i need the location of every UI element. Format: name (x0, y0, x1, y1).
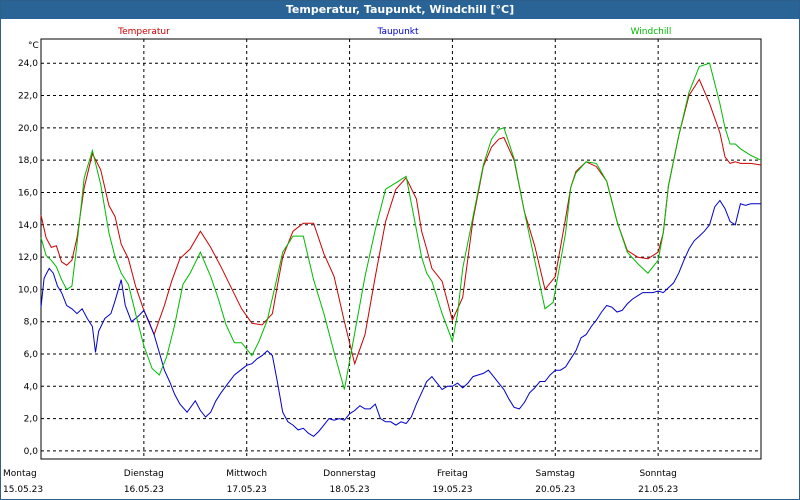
x-tick-day: Samstag (536, 469, 575, 479)
chart-title: Temperatur, Taupunkt, Windchill [°C] (1, 1, 799, 19)
x-tick-date: 18.05.23 (330, 485, 370, 495)
legend-entry: Windchill (631, 27, 672, 37)
x-tick-day: Freitag (437, 469, 468, 479)
y-tick-label: 12,0 (18, 253, 38, 263)
chart-canvas: 0,0 2,0 4,0 6,0 8,0 10,0 12,0 14,0 16,0 18,0 20,0 2… (3, 27, 762, 495)
x-tick-day: Dienstag (124, 469, 164, 479)
y-tick-label: 6,0 (24, 350, 39, 360)
legend-entry: Temperatur (117, 27, 170, 37)
x-tick-date: 21.05.23 (638, 485, 678, 495)
series-line-windchill (40, 62, 762, 390)
y-tick-label: 22,0 (18, 92, 38, 102)
y-tick-label: 8,0 (24, 318, 39, 328)
x-tick-day: Donnerstag (323, 469, 376, 479)
x-tick-date: 16.05.23 (124, 485, 164, 495)
y-tick-label: 16,0 (18, 188, 38, 198)
series-line-taupunkt (40, 199, 761, 438)
grid-lines (41, 39, 761, 459)
y-tick-label: 4,0 (24, 382, 39, 392)
series-lines (40, 62, 762, 438)
x-tick-date: 17.05.23 (227, 485, 267, 495)
y-tick-label: 10,0 (18, 285, 38, 295)
y-tick-label: 0,0 (24, 447, 39, 457)
y-axis: 0,0 2,0 4,0 6,0 8,0 10,0 12,0 14,0 16,0 18,0 20,0 2… (18, 59, 38, 457)
x-tick-date: 19.05.23 (432, 485, 472, 495)
legend-entry: Taupunkt (376, 27, 419, 37)
legend: Temperatur Taupunkt Windchill (117, 27, 671, 37)
y-tick-label: 18,0 (18, 156, 38, 166)
x-axis: Montag 15.05.23 Dienstag 16.05.23 Mittwoch 17… (3, 469, 678, 495)
x-tick-day: Sonntag (639, 469, 676, 479)
plot-area (40, 38, 762, 460)
y-tick-label: 14,0 (18, 221, 38, 231)
y-tick-label: 2,0 (24, 415, 39, 425)
x-tick-day: Mittwoch (226, 469, 267, 479)
y-axis-unit: °C (28, 41, 39, 51)
x-tick-date: 15.05.23 (3, 485, 43, 495)
y-tick-label: 20,0 (18, 124, 38, 134)
x-tick-date: 20.05.23 (535, 485, 575, 495)
y-tick-label: 24,0 (18, 59, 38, 69)
x-tick-day: Montag (3, 469, 37, 479)
series-line-temperatur (40, 78, 762, 366)
